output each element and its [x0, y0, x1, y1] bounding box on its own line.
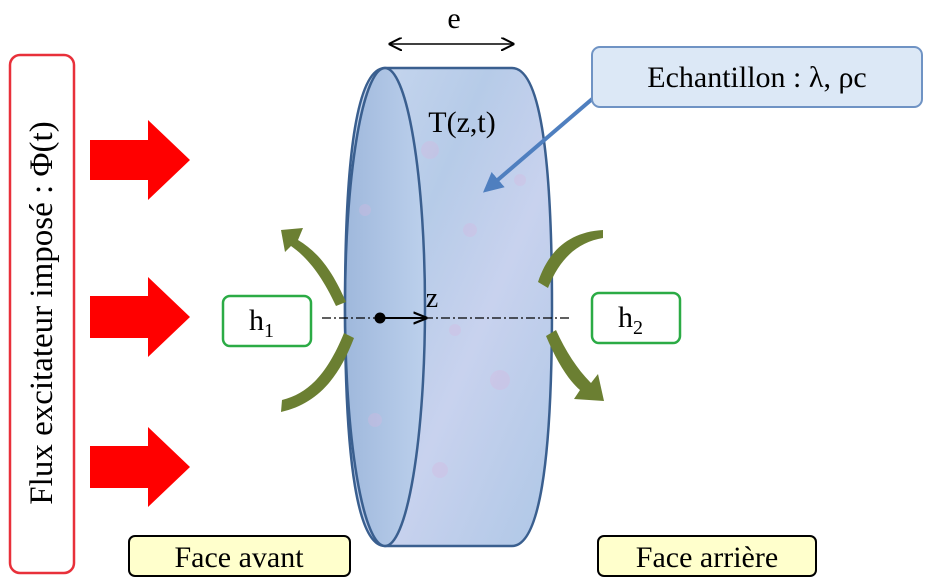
- rear-face-label: Face arrière: [636, 541, 778, 574]
- sample-front-face: [345, 68, 425, 546]
- temperature-label: T(z,t): [428, 106, 495, 139]
- h2-subscript: 2: [633, 317, 643, 339]
- sample-label: Echantillon : λ, ρc: [647, 61, 866, 94]
- origin-point: [375, 313, 386, 324]
- h2-box: h2: [592, 293, 680, 343]
- front-face-label: Face avant: [174, 541, 304, 574]
- thickness-indicator: e: [390, 2, 513, 44]
- h1-subscript: 1: [264, 320, 274, 342]
- sample-callout: Echantillon : λ, ρc: [486, 47, 922, 190]
- sample-disc: T(z,t): [345, 68, 552, 546]
- flux-label: Flux excitateur imposé : Φ(t): [24, 121, 60, 504]
- h1-box: h1: [223, 296, 311, 346]
- thickness-label: e: [447, 2, 460, 35]
- convection-arrow-left-upper: [281, 228, 346, 306]
- flux-arrow-top: [90, 120, 190, 200]
- flux-arrow-bottom: [90, 427, 190, 507]
- h2-symbol: h: [618, 301, 633, 334]
- front-face-box: Face avant: [129, 536, 350, 576]
- flux-arrow-middle: [90, 277, 190, 357]
- h1-symbol: h: [249, 304, 264, 337]
- axis-label: z: [426, 283, 438, 314]
- flux-label-box: Flux excitateur imposé : Φ(t): [10, 55, 74, 573]
- flux-arrows: [90, 120, 190, 507]
- rear-face-box: Face arrière: [598, 536, 816, 576]
